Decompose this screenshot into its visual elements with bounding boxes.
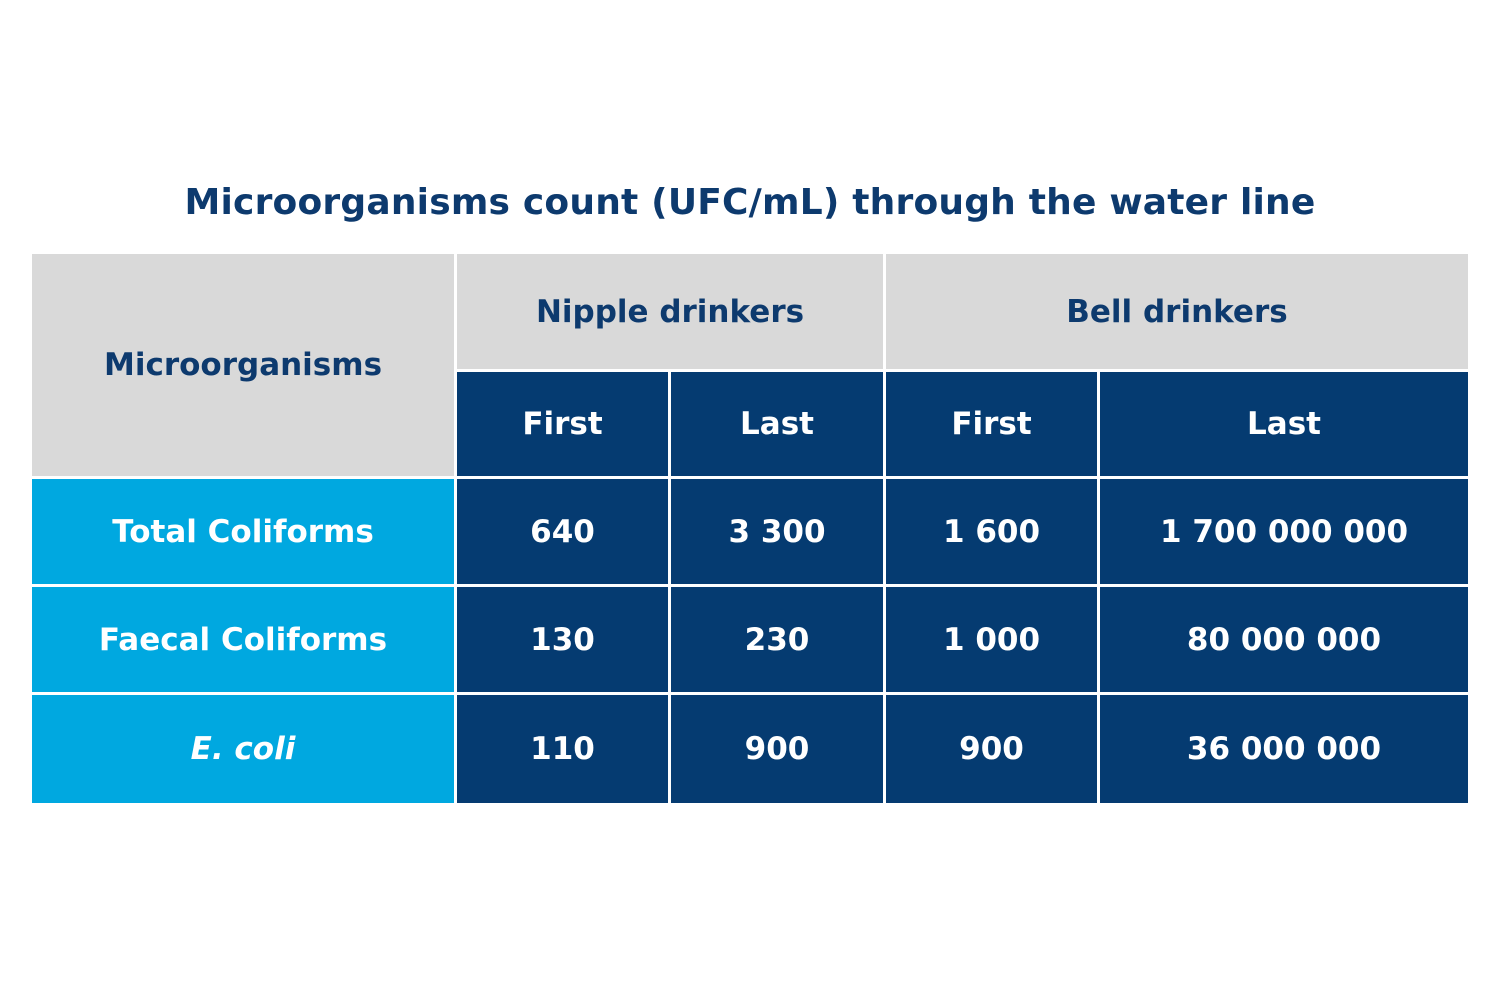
column-header-last: Last — [671, 372, 883, 476]
table-cell: 36 000 000 — [1100, 695, 1468, 803]
table-cell: 640 — [457, 479, 668, 584]
table-cell: 1 700 000 000 — [1100, 479, 1468, 584]
group-header-nipple: Nipple drinkers — [457, 254, 883, 369]
column-header-first: First — [457, 372, 668, 476]
table-cell: 1 600 — [886, 479, 1097, 584]
column-header-first: First — [886, 372, 1097, 476]
row-label: E. coli — [32, 695, 454, 803]
table-cell: 3 300 — [671, 479, 883, 584]
table-cell: 900 — [671, 695, 883, 803]
table-cell: 130 — [457, 587, 668, 692]
table-cell: 110 — [457, 695, 668, 803]
row-label: Total Coliforms — [32, 479, 454, 584]
table-title: Microorganisms count (UFC/mL) through th… — [184, 182, 1316, 223]
table-cell: 900 — [886, 695, 1097, 803]
table-cell: 230 — [671, 587, 883, 692]
row-label: Faecal Coliforms — [32, 587, 454, 692]
header-microorganisms: Microorganisms — [32, 254, 454, 476]
column-header-last: Last — [1100, 372, 1468, 476]
group-header-bell: Bell drinkers — [886, 254, 1468, 369]
table-cell: 1 000 — [886, 587, 1097, 692]
table-cell: 80 000 000 — [1100, 587, 1468, 692]
